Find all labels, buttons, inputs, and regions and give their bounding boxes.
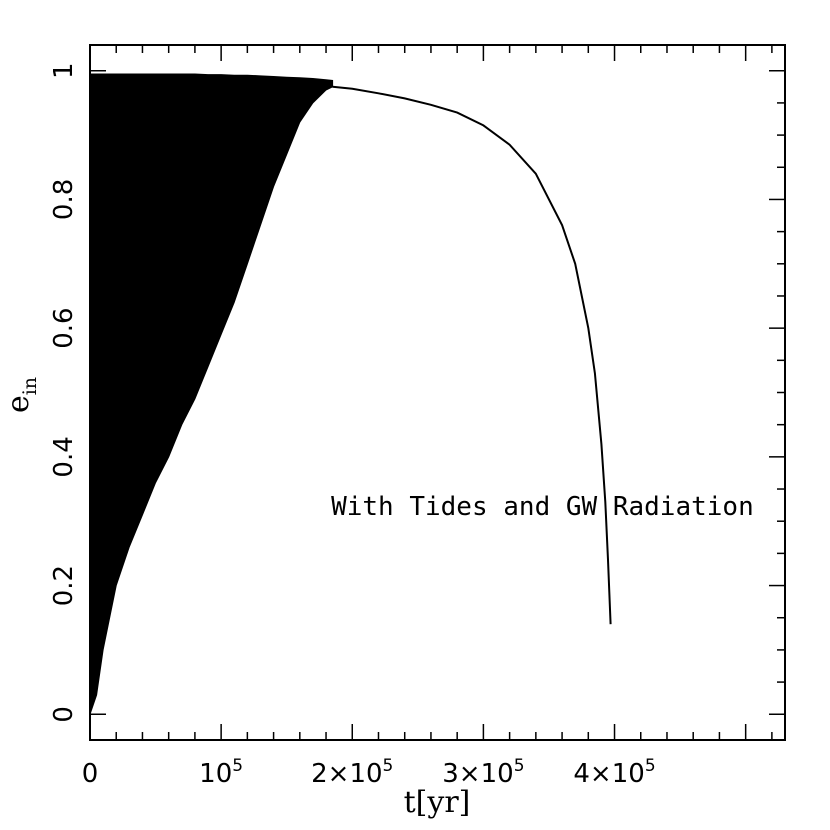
series-line — [332, 85, 612, 625]
annotation-label: With Tides and GW Radiation — [331, 492, 754, 522]
x-tick-labels: 0 105 2×105 3×105 4×105 — [82, 756, 656, 789]
x-tick-label: 2×105 — [311, 756, 393, 789]
x-tick-label: 105 — [199, 756, 243, 789]
y-tick-label: 0.2 — [49, 565, 79, 606]
y-tick-labels: 0 0.2 0.4 0.6 0.8 1 — [49, 62, 79, 722]
y-tick-label: 1 — [49, 62, 79, 79]
x-axis-label: t[yr] — [404, 785, 471, 820]
y-tick-label: 0 — [49, 706, 79, 723]
oscillation-band-layer — [89, 73, 334, 715]
y-tick-label: 0.6 — [49, 307, 79, 348]
axis-ticks — [89, 45, 785, 740]
x-tick-label: 3×105 — [442, 756, 524, 789]
y-tick-label: 0.8 — [49, 179, 79, 220]
series-oscillation-band — [89, 73, 334, 715]
y-axis-label-main: e — [1, 395, 36, 413]
x-tick-label: 0 — [82, 759, 99, 789]
x-tick-label: 4×105 — [573, 756, 655, 789]
y-axis-label: ein — [1, 377, 41, 413]
tail-line-layer — [332, 85, 612, 625]
y-axis-label-sub: in — [19, 377, 41, 395]
y-tick-label: 0.4 — [49, 436, 79, 477]
